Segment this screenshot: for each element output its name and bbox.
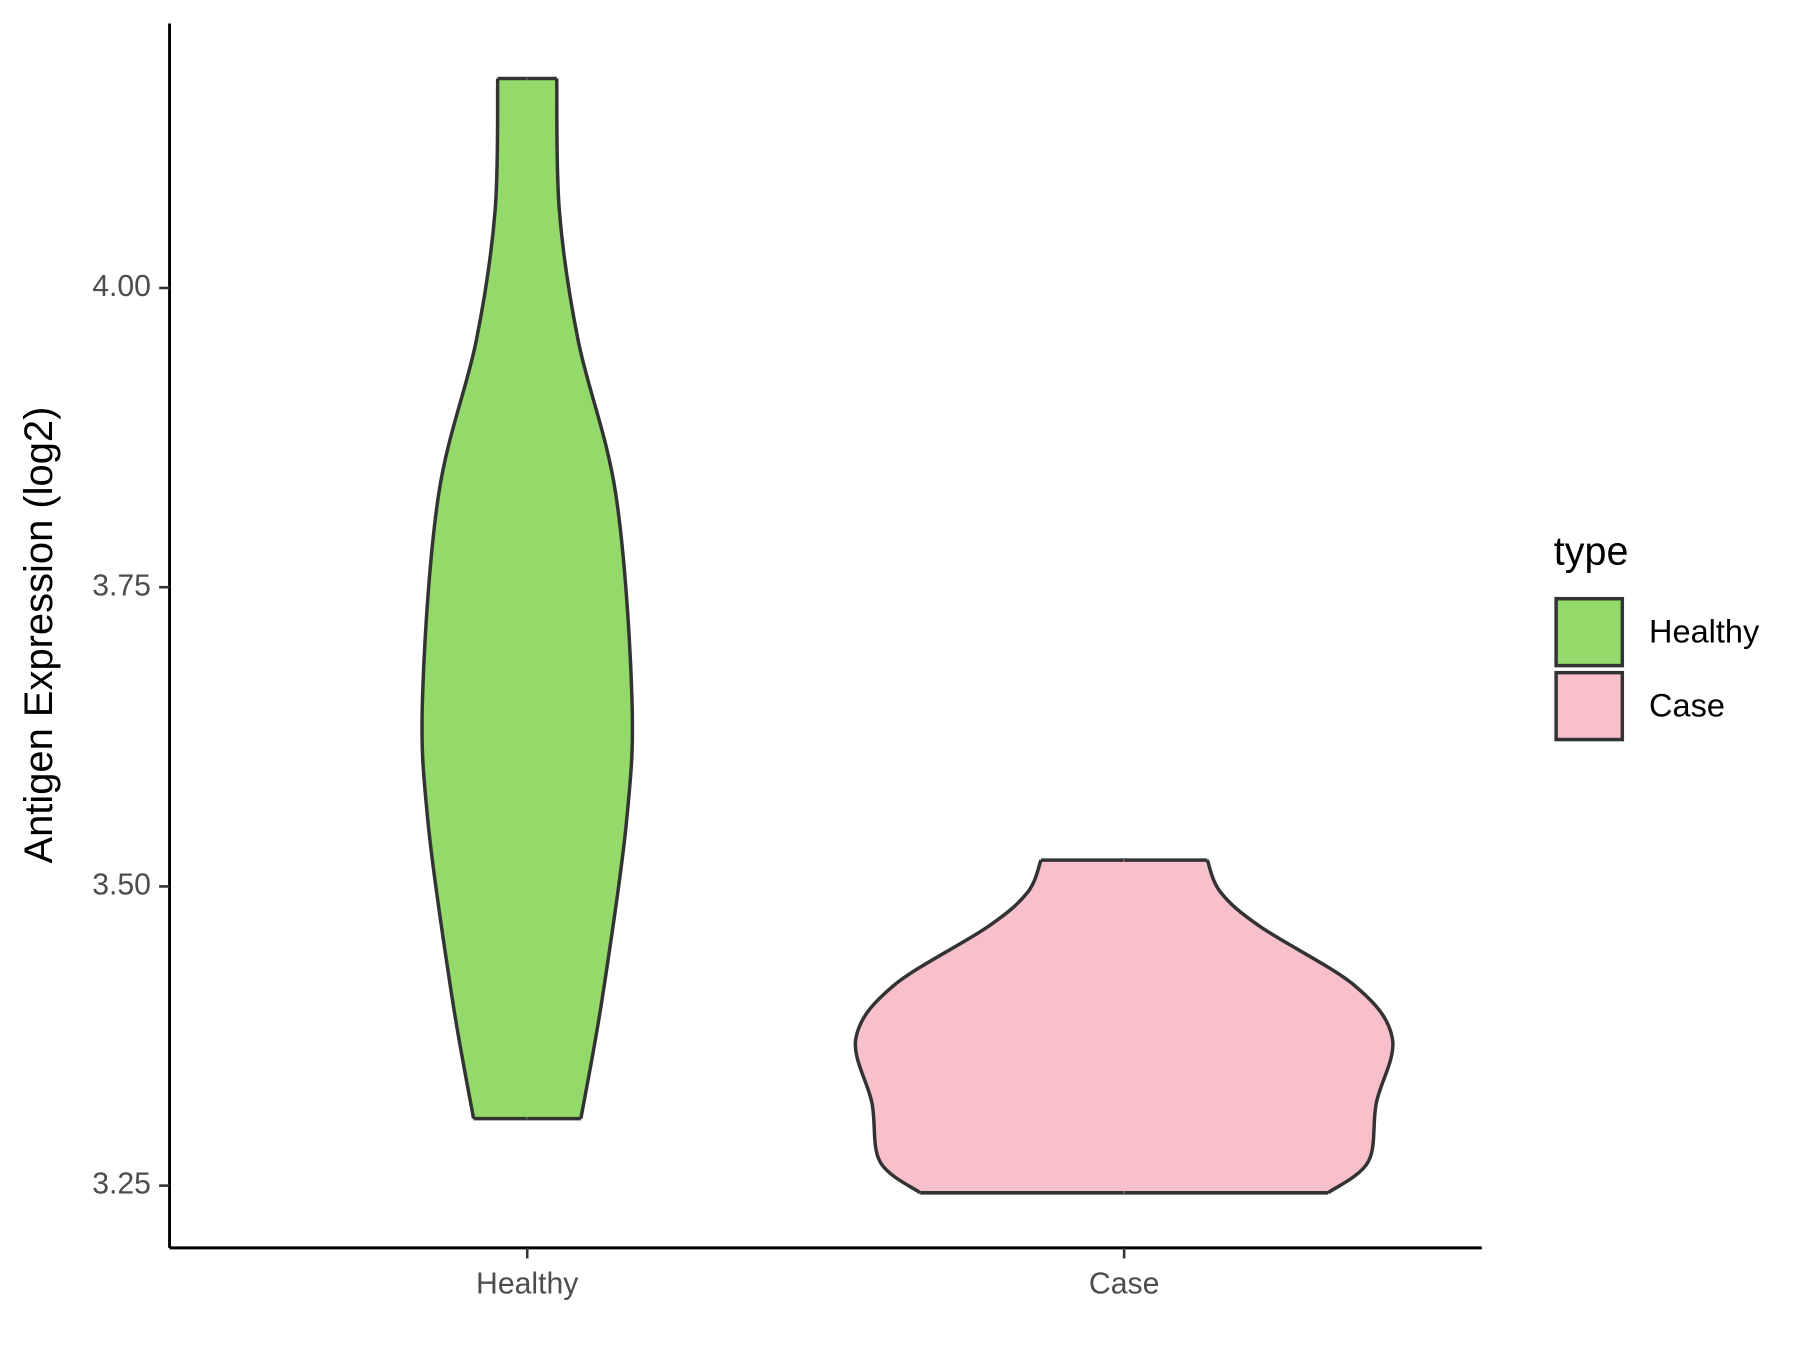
violin-outline: [1205, 859, 1395, 1195]
legend-swatch: [1554, 670, 1625, 742]
legend-label: Healthy: [1649, 612, 1760, 649]
violin-half-fill: [526, 77, 634, 1120]
violin-half-fill: [854, 859, 1125, 1194]
y-tick-label: 3.50: [92, 868, 151, 901]
violin-outline: [420, 78, 500, 1119]
y-tick-label: 4.00: [92, 270, 151, 303]
violin-half-fill: [421, 77, 528, 1120]
legend-title: type: [1554, 529, 1629, 573]
y-axis-title: Antigen Expression (log2): [17, 407, 61, 864]
x-tick-label: Case: [1089, 1267, 1159, 1300]
x-tick-label: Healthy: [476, 1267, 579, 1300]
legend-swatch: [1554, 596, 1625, 668]
violin-outline: [853, 859, 1043, 1195]
violin-half-fill: [1123, 859, 1394, 1194]
y-tick-label: 3.25: [92, 1168, 151, 1201]
y-tick-label: 3.75: [92, 569, 151, 602]
violin-outline: [554, 78, 635, 1119]
legend-label: Case: [1649, 686, 1725, 723]
